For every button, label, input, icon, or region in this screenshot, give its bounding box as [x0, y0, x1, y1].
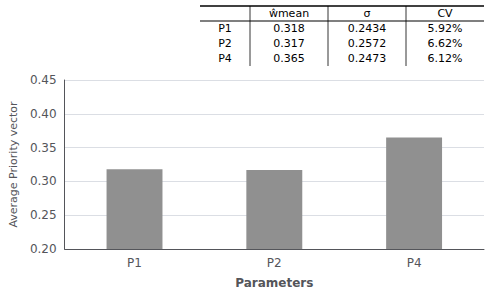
svg-text:P4: P4 — [218, 52, 232, 65]
svg-text:0.20: 0.20 — [30, 242, 57, 256]
svg-text:0.317: 0.317 — [273, 37, 305, 50]
svg-text:0.365: 0.365 — [273, 52, 305, 65]
svg-text:0.25: 0.25 — [30, 208, 57, 222]
svg-text:0.318: 0.318 — [273, 22, 305, 35]
svg-text:0.40: 0.40 — [30, 107, 57, 121]
svg-text:ŵmean: ŵmean — [269, 7, 309, 20]
svg-text:P2: P2 — [218, 37, 232, 50]
svg-text:6.62%: 6.62% — [428, 37, 463, 50]
svg-text:0.30: 0.30 — [30, 174, 57, 188]
svg-text:P1: P1 — [127, 256, 142, 270]
svg-text:CV: CV — [437, 7, 453, 20]
svg-text:Average Priority vector: Average Priority vector — [7, 101, 20, 228]
svg-text:0.45: 0.45 — [30, 73, 57, 87]
svg-text:6.12%: 6.12% — [428, 52, 463, 65]
svg-text:0.2572: 0.2572 — [348, 37, 387, 50]
svg-text:P4: P4 — [407, 256, 422, 270]
svg-text:P1: P1 — [218, 22, 232, 35]
svg-text:P2: P2 — [267, 256, 282, 270]
svg-text:Parameters: Parameters — [235, 276, 313, 290]
svg-text:0.2434: 0.2434 — [348, 22, 387, 35]
svg-text:σ: σ — [364, 7, 371, 20]
svg-text:5.92%: 5.92% — [428, 22, 463, 35]
svg-text:0.2473: 0.2473 — [348, 52, 387, 65]
svg-text:0.35: 0.35 — [30, 141, 57, 155]
